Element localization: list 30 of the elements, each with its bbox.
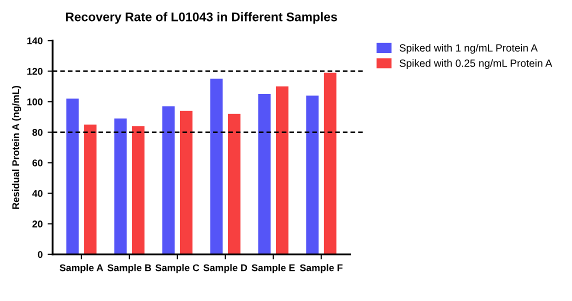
bar xyxy=(84,124,97,254)
y-tick-label: 120 xyxy=(27,68,43,75)
bar xyxy=(66,98,79,254)
bar xyxy=(132,126,144,254)
y-axis-title: Residual Protein A (ng/mL) xyxy=(12,86,22,209)
x-tick-label: Sample D xyxy=(203,264,248,274)
bar xyxy=(180,110,192,254)
bar xyxy=(276,86,288,254)
chart-title: Recovery Rate of L01043 in Different Samples xyxy=(66,12,338,24)
y-tick-label: 140 xyxy=(27,37,43,44)
y-tick-label: 20 xyxy=(32,220,43,228)
x-tick-label: Sample C xyxy=(155,264,200,274)
y-tick-label: 0 xyxy=(38,251,43,258)
y-tick-label: 40 xyxy=(32,190,43,197)
bar xyxy=(228,114,240,254)
x-tick-label: Sample A xyxy=(60,264,104,274)
legend-label: Spiked with 0.25 ng/mL Protein A xyxy=(400,59,552,69)
bar xyxy=(324,72,336,254)
x-tick-label: Sample E xyxy=(252,264,295,274)
bar xyxy=(210,78,223,254)
bar xyxy=(258,94,271,254)
legend-label: Spiked with 1 ng/mL Protein A xyxy=(400,44,538,54)
bar xyxy=(114,118,127,254)
y-tick-label: 80 xyxy=(32,128,43,136)
x-tick-label: Sample F xyxy=(300,264,343,274)
x-tick-label: Sample B xyxy=(108,264,152,274)
bar xyxy=(306,96,319,254)
y-tick-label: 60 xyxy=(32,159,43,166)
y-tick-label: 100 xyxy=(27,98,43,106)
bar xyxy=(162,106,175,254)
